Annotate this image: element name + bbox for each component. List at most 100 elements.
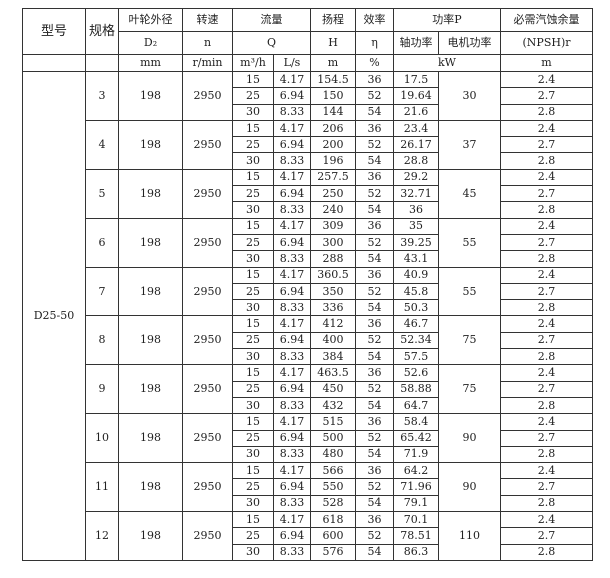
npsh-cell: 2.7: [500, 282, 593, 301]
head-cell: 500: [310, 429, 356, 447]
npsh-cell: 2.7: [500, 136, 593, 154]
flow-m3h-cell: 25: [232, 282, 274, 301]
header-motor-power: 电机功率: [438, 31, 501, 55]
speed-cell: 2950: [182, 364, 233, 415]
flow-ls-cell: 6.94: [273, 136, 311, 154]
spec-cell: 7: [85, 266, 119, 317]
shaft-power-cell: 71.96: [393, 478, 439, 496]
flow-ls-cell: 8.33: [273, 103, 311, 121]
eff-cell: 52: [355, 185, 394, 203]
table-row: 10 198 2950 15 4.17 515 36 58.4 90 2.4: [23, 413, 593, 464]
header-diameter-sym: D₂: [118, 31, 183, 55]
header-speed-sym: n: [182, 31, 233, 55]
diameter-cell: 198: [118, 413, 183, 464]
shaft-power-cell: 28.8: [393, 152, 439, 170]
eff-cell: 52: [355, 87, 394, 105]
eff-cell: 36: [355, 364, 394, 382]
npsh-cell: 2.8: [500, 152, 593, 170]
header-speed: 转速: [182, 8, 233, 32]
speed-cell: 2950: [182, 119, 233, 170]
shaft-power-cell: 23.4: [393, 119, 439, 138]
npsh-cell: 2.7: [500, 527, 593, 545]
head-cell: 400: [310, 331, 356, 350]
shaft-power-cell: 78.51: [393, 527, 439, 545]
flow-ls-cell: 8.33: [273, 152, 311, 170]
header-head-sym: H: [310, 31, 356, 55]
head-cell: 515: [310, 413, 356, 431]
flow-m3h-cell: 15: [232, 413, 274, 431]
shaft-power-cell: 32.71: [393, 185, 439, 203]
flow-m3h-cell: 25: [232, 87, 274, 105]
head-cell: 250: [310, 185, 356, 203]
speed-cell: 2950: [182, 168, 233, 219]
shaft-power-cell: 26.17: [393, 136, 439, 154]
shaft-power-cell: 86.3: [393, 543, 439, 561]
flow-ls-cell: 6.94: [273, 185, 311, 203]
header-model: 型号: [22, 8, 86, 55]
shaft-power-cell: 43.1: [393, 250, 439, 268]
table-row: 30 8.33 336 54 50.3 2.8: [23, 299, 593, 317]
spec-cell: 11: [85, 462, 119, 513]
flow-m3h-cell: 30: [232, 201, 274, 219]
npsh-cell: 2.4: [500, 266, 593, 284]
npsh-cell: 2.8: [500, 494, 593, 513]
unit-blank: [22, 54, 86, 72]
head-cell: 618: [310, 511, 356, 529]
npsh-cell: 2.7: [500, 233, 593, 252]
flow-m3h-cell: 30: [232, 445, 274, 464]
shaft-power-cell: 64.2: [393, 462, 439, 480]
speed-cell: 2950: [182, 511, 233, 561]
flow-m3h-cell: 30: [232, 299, 274, 317]
flow-m3h-cell: 15: [232, 266, 274, 284]
flow-ls-cell: 6.94: [273, 282, 311, 301]
npsh-cell: 2.7: [500, 478, 593, 496]
unit-flow-m3h: m³/h: [232, 54, 274, 72]
table-row: 25 6.94 250 52 32.71 2.7: [23, 185, 593, 203]
npsh-cell: 2.8: [500, 348, 593, 366]
eff-cell: 36: [355, 217, 394, 235]
shaft-power-cell: 71.9: [393, 445, 439, 464]
motor-power-cell: 75: [438, 315, 501, 366]
table-row: 8 198 2950 15 4.17 412 36 46.7 75 2.4: [23, 315, 593, 366]
head-cell: 463.5: [310, 364, 356, 382]
table-row: 7 198 2950 15 4.17 360.5 36 40.9 55 2.4: [23, 266, 593, 317]
flow-m3h-cell: 15: [232, 315, 274, 333]
spec-cell: 9: [85, 364, 119, 415]
flow-ls-cell: 6.94: [273, 87, 311, 105]
npsh-cell: 2.4: [500, 70, 593, 89]
flow-m3h-cell: 15: [232, 364, 274, 382]
npsh-cell: 2.8: [500, 201, 593, 219]
motor-power-cell: 90: [438, 462, 501, 513]
npsh-cell: 2.4: [500, 462, 593, 480]
motor-power-cell: 75: [438, 364, 501, 415]
shaft-power-cell: 36: [393, 201, 439, 219]
unit-npsh: m: [500, 54, 593, 72]
spec-cell: 10: [85, 413, 119, 464]
diameter-cell: 198: [118, 266, 183, 317]
shaft-power-cell: 52.34: [393, 331, 439, 350]
eff-cell: 52: [355, 331, 394, 350]
flow-ls-cell: 4.17: [273, 266, 311, 284]
table-row: 25 6.94 150 52 19.64 2.7: [23, 87, 593, 105]
diameter-cell: 198: [118, 462, 183, 513]
eff-cell: 36: [355, 315, 394, 333]
flow-m3h-cell: 30: [232, 250, 274, 268]
flow-ls-cell: 4.17: [273, 119, 311, 138]
eff-cell: 52: [355, 478, 394, 496]
npsh-cell: 2.7: [500, 429, 593, 447]
table-row: 25 6.94 200 52 26.17 2.7: [23, 136, 593, 154]
eff-cell: 36: [355, 70, 394, 89]
npsh-cell: 2.7: [500, 331, 593, 350]
table-row: 30 8.33 576 54 86.3 2.8: [23, 543, 593, 561]
flow-m3h-cell: 30: [232, 396, 274, 415]
head-cell: 450: [310, 380, 356, 398]
motor-power-cell: 90: [438, 413, 501, 464]
shaft-power-cell: 70.1: [393, 511, 439, 529]
head-cell: 309: [310, 217, 356, 235]
flow-m3h-cell: 15: [232, 119, 274, 138]
unit-eff: %: [355, 54, 394, 72]
motor-power-cell: 37: [438, 119, 501, 170]
motor-power-cell: 45: [438, 168, 501, 219]
flow-m3h-cell: 25: [232, 233, 274, 252]
table-row: 5 198 2950 15 4.17 257.5 36 29.2 45 2.4: [23, 168, 593, 219]
